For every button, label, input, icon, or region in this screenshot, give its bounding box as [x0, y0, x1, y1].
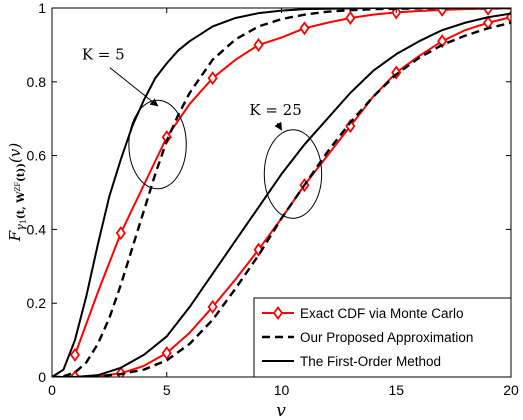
data-point-marker	[207, 71, 218, 86]
y-label-arg-bold: W	[16, 191, 27, 204]
annotation-ellipse-k-25	[263, 129, 323, 219]
x-tick-label: 20	[503, 382, 519, 398]
y-label-sub-index: 1	[19, 219, 28, 224]
y-tick-label: 0.8	[27, 74, 47, 90]
y-label-sub: γ	[14, 224, 27, 231]
data-point-marker	[161, 345, 172, 361]
y-label-arg-pre: (t,	[16, 203, 27, 219]
legend-label: Our Proposed Approximation	[300, 330, 473, 345]
data-point-marker	[69, 347, 81, 362]
legend-diamond-marker	[272, 305, 284, 321]
series-line-k-25-exact-cdf-via-monte-carlo	[74, 16, 511, 377]
y-tick-label: 0.2	[27, 295, 47, 311]
x-tick-label: 10	[274, 382, 290, 398]
series-line-k-25-our-proposed-approximation	[52, 21, 511, 377]
legend-box	[253, 297, 512, 378]
data-point-marker	[391, 65, 402, 80]
legend-entry: Exact CDF via Monte Carlo	[262, 305, 464, 321]
data-point-marker	[115, 226, 126, 241]
y-tick-label: 1	[38, 0, 46, 16]
data-point-marker	[345, 10, 356, 26]
legend-label: Exact CDF via Monte Carlo	[300, 306, 464, 321]
y-tick-label: 0.4	[27, 221, 47, 237]
y-label-arg-sup: ZF	[14, 182, 22, 192]
data-point-marker	[437, 34, 448, 49]
x-axis-label: v	[276, 401, 286, 420]
legend-entry: The First-Order Method	[262, 354, 441, 369]
y-label-main: F	[6, 230, 24, 242]
data-point-marker	[482, 8, 494, 16]
legend-label: The First-Order Method	[300, 354, 441, 369]
series-line-k-5-the-first-order-method	[52, 8, 511, 377]
data-point-marker	[253, 37, 264, 52]
x-tick-label: 15	[388, 382, 404, 398]
data-point-marker	[299, 21, 310, 36]
data-point-marker	[69, 369, 81, 377]
annotation-label-k-25: K = 25	[249, 101, 301, 119]
data-point-marker	[207, 299, 218, 314]
annotation-label-k-5: K = 5	[82, 46, 125, 64]
y-axis-label: Fγ1(t, WZF(t))(v)	[6, 143, 28, 243]
annotation-arrow-k-25	[274, 121, 283, 131]
series-line-k-25-the-first-order-method	[52, 12, 511, 377]
y-label-var: (v)	[6, 143, 24, 163]
x-tick-label: 5	[163, 382, 171, 398]
y-label-arg-post: (t))	[16, 163, 27, 182]
legend-entry: Our Proposed Approximation	[262, 330, 473, 345]
x-tick-label: 0	[48, 382, 56, 398]
annotation-arrow-k-5	[109, 67, 159, 107]
y-tick-label: 0.6	[27, 148, 47, 164]
y-tick-label: 0	[38, 369, 46, 385]
